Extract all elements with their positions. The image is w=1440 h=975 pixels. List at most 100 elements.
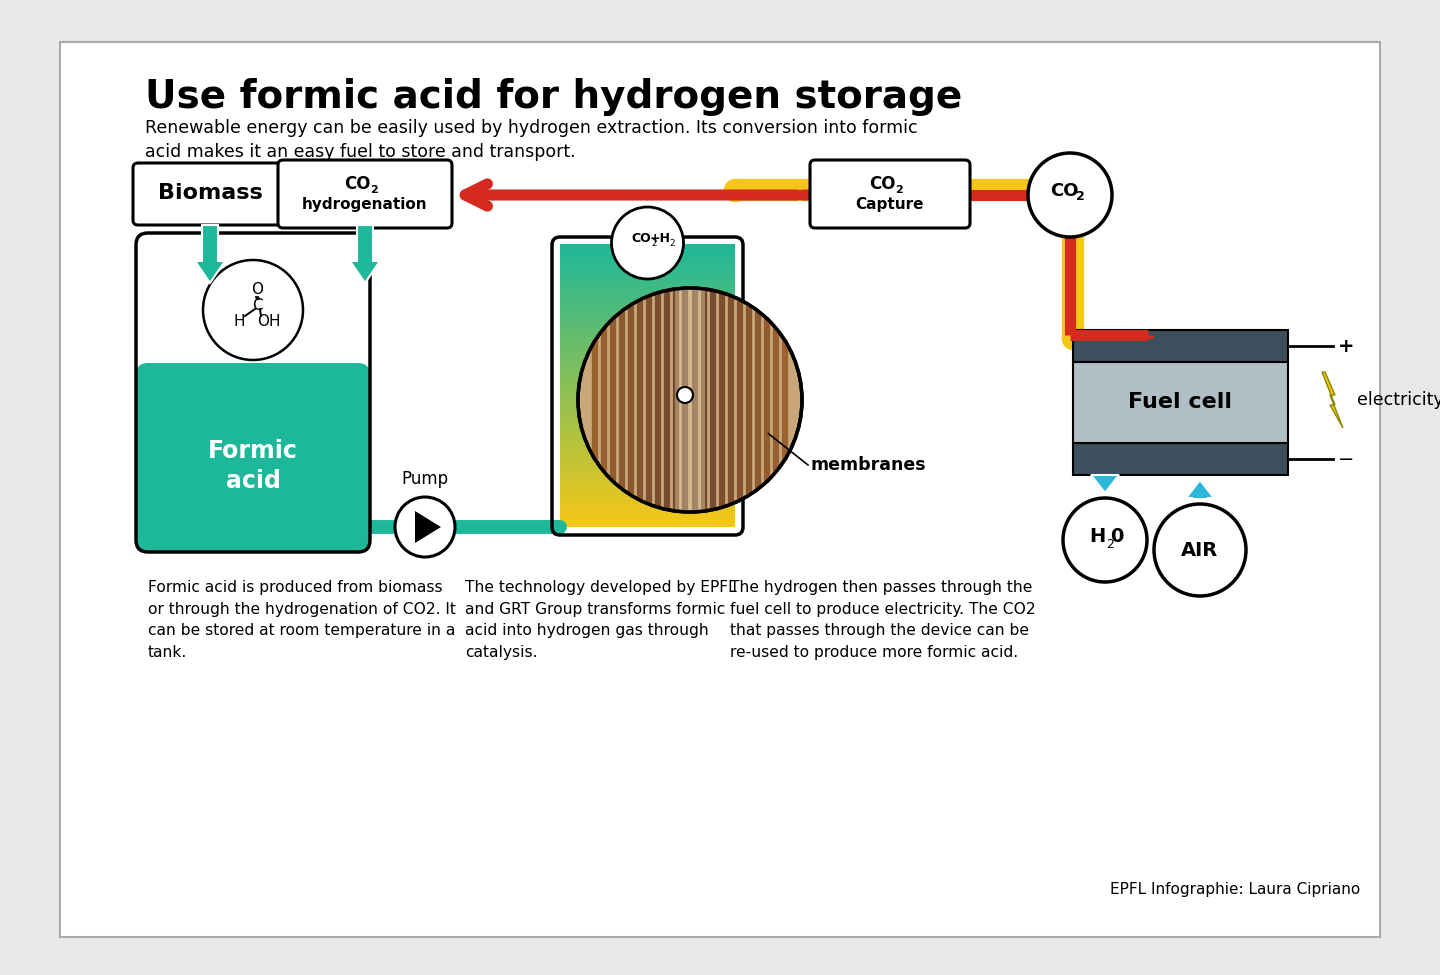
- Bar: [560, 315, 734, 319]
- Text: hydrogenation: hydrogenation: [302, 197, 428, 212]
- Bar: [560, 261, 734, 266]
- Text: CO: CO: [632, 231, 651, 245]
- Bar: [560, 523, 734, 527]
- Bar: [560, 452, 734, 456]
- Text: 2: 2: [1076, 190, 1084, 204]
- Bar: [560, 462, 734, 467]
- Bar: [560, 304, 734, 308]
- Text: Formic acid is produced from biomass
or through the hydrogenation of CO2. It
can: Formic acid is produced from biomass or …: [148, 580, 456, 660]
- Bar: [560, 512, 734, 517]
- Bar: [560, 392, 734, 397]
- Bar: [560, 413, 734, 417]
- Text: O: O: [251, 283, 264, 297]
- Bar: [560, 244, 734, 249]
- Bar: [560, 272, 734, 277]
- Bar: [560, 293, 734, 298]
- Text: electricity: electricity: [1356, 391, 1440, 409]
- Text: Biomass: Biomass: [157, 183, 262, 203]
- Bar: [560, 300, 734, 305]
- Bar: [560, 459, 734, 463]
- Bar: [560, 388, 734, 393]
- Text: CO: CO: [344, 175, 370, 193]
- Circle shape: [577, 288, 802, 512]
- Text: 2: 2: [1106, 537, 1115, 551]
- Bar: [560, 470, 734, 474]
- Bar: [560, 346, 734, 351]
- FancyBboxPatch shape: [278, 160, 452, 228]
- Text: The hydrogen then passes through the
fuel cell to produce electricity. The CO2
t: The hydrogen then passes through the fue…: [730, 580, 1035, 660]
- Bar: [560, 501, 734, 506]
- Bar: [560, 357, 734, 362]
- Bar: [560, 494, 734, 499]
- Text: Fuel cell: Fuel cell: [1129, 393, 1233, 412]
- Circle shape: [1028, 153, 1112, 237]
- Circle shape: [395, 497, 455, 557]
- FancyBboxPatch shape: [135, 233, 370, 552]
- Bar: [560, 381, 734, 386]
- Polygon shape: [415, 511, 441, 543]
- Circle shape: [1063, 498, 1148, 582]
- Bar: [675, 288, 706, 512]
- Bar: [560, 374, 734, 379]
- Polygon shape: [1322, 372, 1344, 428]
- Bar: [560, 445, 734, 449]
- Text: 2: 2: [652, 239, 657, 248]
- Bar: [560, 480, 734, 485]
- Text: EPFL Infographie: Laura Cipriano: EPFL Infographie: Laura Cipriano: [1110, 882, 1359, 897]
- Bar: [560, 427, 734, 432]
- Bar: [1073, 443, 1287, 475]
- Bar: [560, 248, 734, 253]
- Bar: [560, 508, 734, 513]
- Circle shape: [612, 207, 684, 279]
- Bar: [560, 322, 734, 326]
- FancyBboxPatch shape: [132, 163, 287, 225]
- Text: membranes: membranes: [809, 456, 926, 474]
- Bar: [560, 368, 734, 371]
- Bar: [560, 403, 734, 408]
- Bar: [560, 424, 734, 428]
- Bar: [1073, 330, 1287, 362]
- Bar: [560, 519, 734, 524]
- Bar: [560, 410, 734, 414]
- FancyBboxPatch shape: [60, 42, 1380, 937]
- Bar: [560, 370, 734, 375]
- Bar: [560, 287, 734, 291]
- Text: CO: CO: [868, 175, 896, 193]
- Bar: [560, 276, 734, 280]
- Text: Use formic acid for hydrogen storage: Use formic acid for hydrogen storage: [145, 78, 962, 116]
- Bar: [560, 311, 734, 316]
- Text: CO: CO: [1050, 182, 1079, 200]
- Bar: [560, 307, 734, 312]
- Bar: [560, 279, 734, 284]
- Bar: [560, 505, 734, 509]
- Text: OH: OH: [258, 315, 281, 330]
- Bar: [560, 269, 734, 273]
- Bar: [560, 498, 734, 502]
- Bar: [560, 335, 734, 340]
- Bar: [560, 296, 734, 301]
- Bar: [560, 416, 734, 421]
- Bar: [560, 258, 734, 262]
- Text: +H: +H: [649, 231, 671, 245]
- FancyBboxPatch shape: [809, 160, 971, 228]
- Bar: [560, 342, 734, 347]
- Bar: [560, 325, 734, 330]
- Bar: [560, 290, 734, 294]
- Bar: [560, 516, 734, 520]
- Bar: [560, 490, 734, 495]
- Bar: [560, 484, 734, 488]
- FancyArrow shape: [1187, 480, 1214, 499]
- Bar: [560, 378, 734, 382]
- Bar: [560, 329, 734, 333]
- Bar: [560, 431, 734, 436]
- Bar: [560, 455, 734, 460]
- Text: H: H: [1089, 527, 1104, 547]
- Text: The technology developed by EPFL
and GRT Group transforms formic
acid into hydro: The technology developed by EPFL and GRT…: [465, 580, 737, 660]
- Bar: [560, 361, 734, 365]
- Bar: [560, 254, 734, 259]
- Bar: [560, 385, 734, 390]
- FancyArrow shape: [350, 225, 380, 283]
- Text: gas: gas: [629, 315, 665, 332]
- Text: +: +: [1338, 336, 1355, 356]
- Bar: [560, 434, 734, 439]
